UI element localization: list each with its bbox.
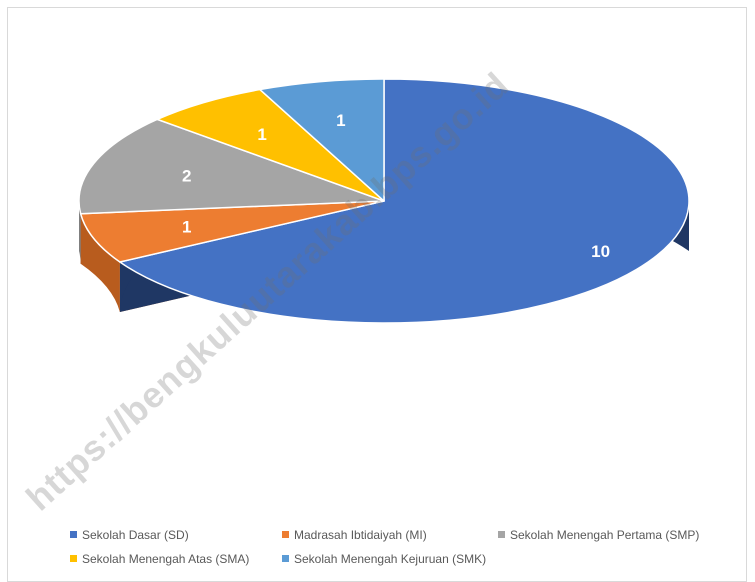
- legend-item-mi: Madrasah Ibtidaiyah (MI): [282, 528, 427, 542]
- pie-slice-sekolah-menengah-pertama-smp-side: [79, 201, 81, 264]
- legend-swatch: [498, 531, 505, 538]
- pie-slice-sekolah-menengah-pertama-smp: [78, 118, 385, 215]
- legend: Sekolah Dasar (SD) Madrasah Ibtidaiyah (…: [70, 528, 750, 576]
- pie-slice-sekolah-menengah-kejuruan-smk-label: 1: [336, 111, 345, 130]
- pie-slice-madrasah-ibtidaiyah-mi: [79, 200, 385, 263]
- pie-slice-sekolah-menengah-pertama-smp-label: 2: [182, 166, 191, 185]
- chart-area: 10 1 2 1 1 Sekolah Dasar (SD) Madrasah Ibtid…: [7, 7, 747, 582]
- legend-item-sma: Sekolah Menengah Atas (SMA): [70, 552, 249, 566]
- legend-label: Sekolah Dasar (SD): [82, 528, 189, 542]
- pie-slice-sekolah-dasar-sd-label: 10: [591, 242, 610, 261]
- pie-chart: 10 1 2 1 1: [78, 78, 690, 324]
- legend-swatch: [282, 555, 289, 562]
- pie-slice-madrasah-ibtidaiyah-mi-side: [80, 213, 120, 312]
- legend-label: Madrasah Ibtidaiyah (MI): [294, 528, 427, 542]
- legend-label: Sekolah Menengah Pertama (SMP): [510, 528, 700, 542]
- pie-slice-sekolah-dasar-sd: [119, 78, 690, 324]
- legend-item-sd: Sekolah Dasar (SD): [70, 528, 189, 542]
- legend-swatch: [70, 555, 77, 562]
- legend-swatch: [70, 531, 77, 538]
- pie-slice-sekolah-menengah-kejuruan-smk: [259, 78, 385, 202]
- pie-slice-sekolah-menengah-atas-sma: [156, 88, 385, 202]
- legend-label: Sekolah Menengah Kejuruan (SMK): [294, 552, 487, 566]
- pie-slice-madrasah-ibtidaiyah-mi-label: 1: [182, 218, 191, 237]
- legend-item-smp: Sekolah Menengah Pertama (SMP): [498, 528, 699, 542]
- legend-item-smk: Sekolah Menengah Kejuruan (SMK): [282, 552, 486, 566]
- legend-label: Sekolah Menengah Atas (SMA): [82, 552, 250, 566]
- pie-slice-sekolah-menengah-atas-sma-label: 1: [257, 125, 266, 144]
- legend-swatch: [282, 531, 289, 538]
